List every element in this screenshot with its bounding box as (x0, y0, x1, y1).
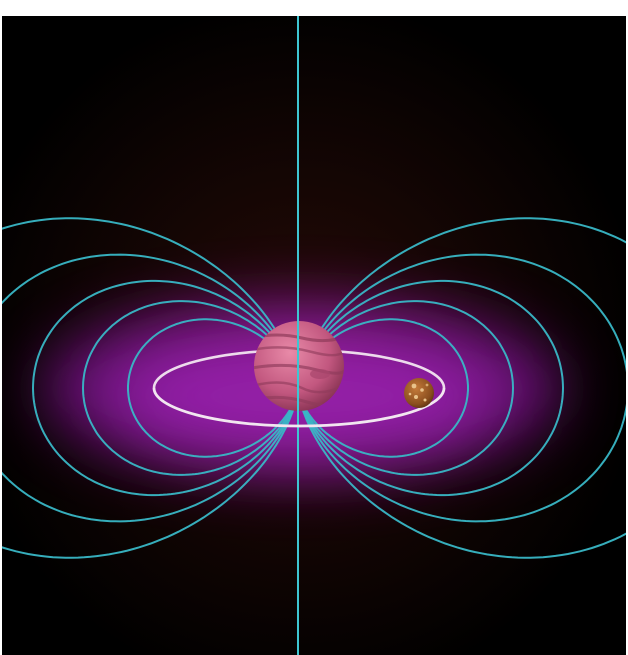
dipole-field-diagram (2, 16, 626, 655)
field-line-right-4 (297, 253, 626, 523)
moon (404, 378, 434, 408)
field-line-right-3 (297, 279, 565, 497)
moon-spots (408, 383, 429, 402)
field-line-left-4 (2, 253, 299, 523)
diagram-panel (2, 16, 626, 655)
orbit-ring-front (152, 387, 446, 428)
field-line-right-5 (297, 217, 626, 559)
field-line-left-5 (2, 217, 299, 559)
field-line-left-3 (31, 279, 299, 497)
field-lines (2, 217, 626, 559)
